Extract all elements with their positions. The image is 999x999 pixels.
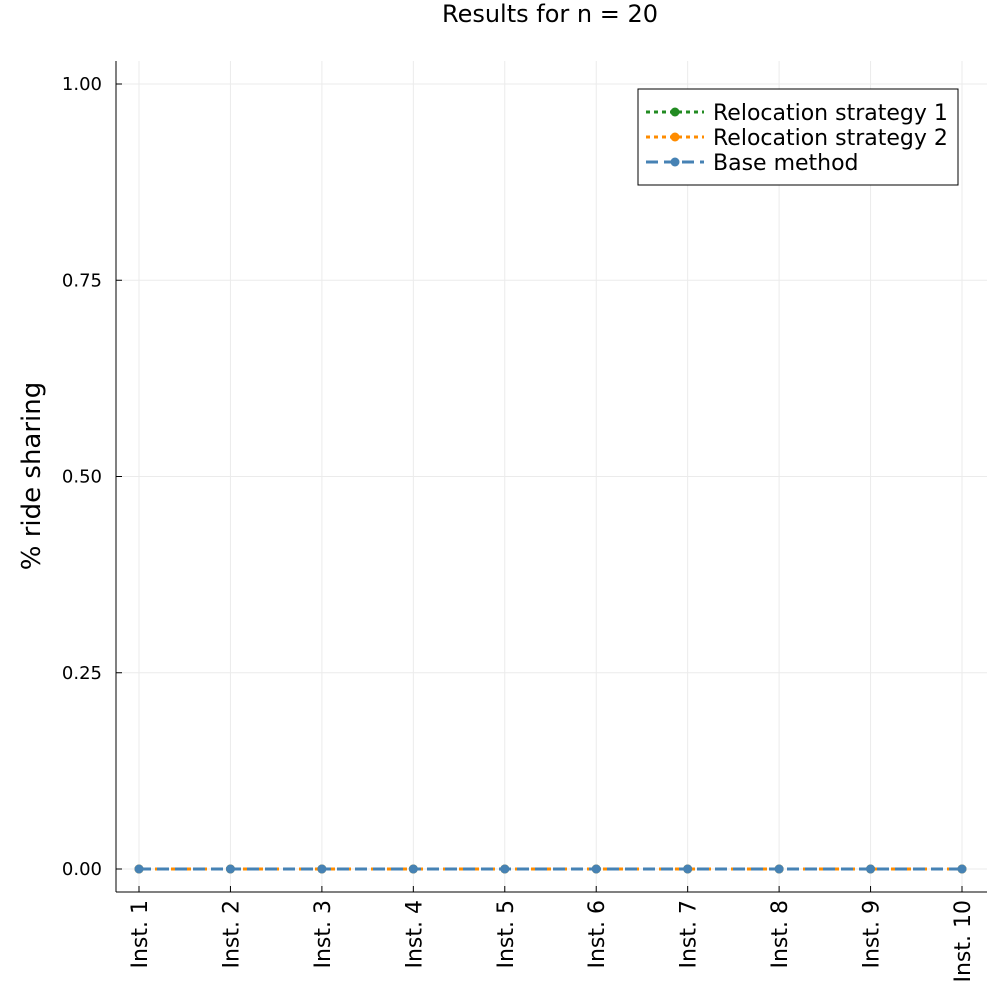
x-tick-label: Inst. 9: [860, 900, 885, 969]
legend-label: Relocation strategy 2: [713, 126, 948, 151]
series-point-3: [500, 864, 510, 874]
legend-label: Base method: [713, 151, 859, 176]
legend-box: [637, 88, 959, 186]
y-tick-label: 0.50: [62, 467, 102, 488]
x-ticks: Inst. 1 Inst. 2 Inst. 3 Inst. 4 Inst. 5 Inst.…: [128, 886, 976, 983]
series-point-3: [317, 864, 327, 874]
y-tick-label: 1.00: [62, 74, 102, 95]
y-ticks: 0.00 0.25 0.50 0.75 1.00: [62, 74, 122, 880]
x-tick-label: Inst. 3: [311, 900, 336, 969]
series-point-3: [225, 864, 235, 874]
y-axis-label: % ride sharing: [17, 382, 47, 571]
series-group: [134, 864, 967, 874]
x-tick-label: Inst. 6: [585, 900, 610, 969]
series-point-3: [774, 864, 784, 874]
x-tick-label: Inst. 5: [494, 900, 519, 969]
x-tick-label: Inst. 1: [128, 900, 153, 969]
x-tick-label: Inst. 2: [219, 900, 244, 969]
grid: [116, 61, 987, 892]
y-tick-label: 0.00: [62, 859, 102, 880]
legend-marker: [670, 132, 680, 142]
x-tick-label: Inst. 4: [402, 900, 427, 969]
legend-label: Relocation strategy 1: [713, 101, 948, 126]
x-tick-label: Inst. 10: [951, 900, 976, 983]
series-point-3: [866, 864, 876, 874]
chart-title: Results for n = 20: [442, 0, 658, 28]
y-tick-label: 0.25: [62, 663, 102, 684]
y-tick-label: 0.75: [62, 270, 102, 291]
legend-marker: [670, 157, 680, 167]
series-point-3: [591, 864, 601, 874]
series-point-3: [408, 864, 418, 874]
x-tick-label: Inst. 8: [768, 900, 793, 969]
legend-marker: [670, 107, 680, 117]
series-point-3: [683, 864, 693, 874]
x-tick-label: Inst. 7: [677, 900, 702, 969]
series-point-3: [134, 864, 144, 874]
series-point-3: [957, 864, 967, 874]
